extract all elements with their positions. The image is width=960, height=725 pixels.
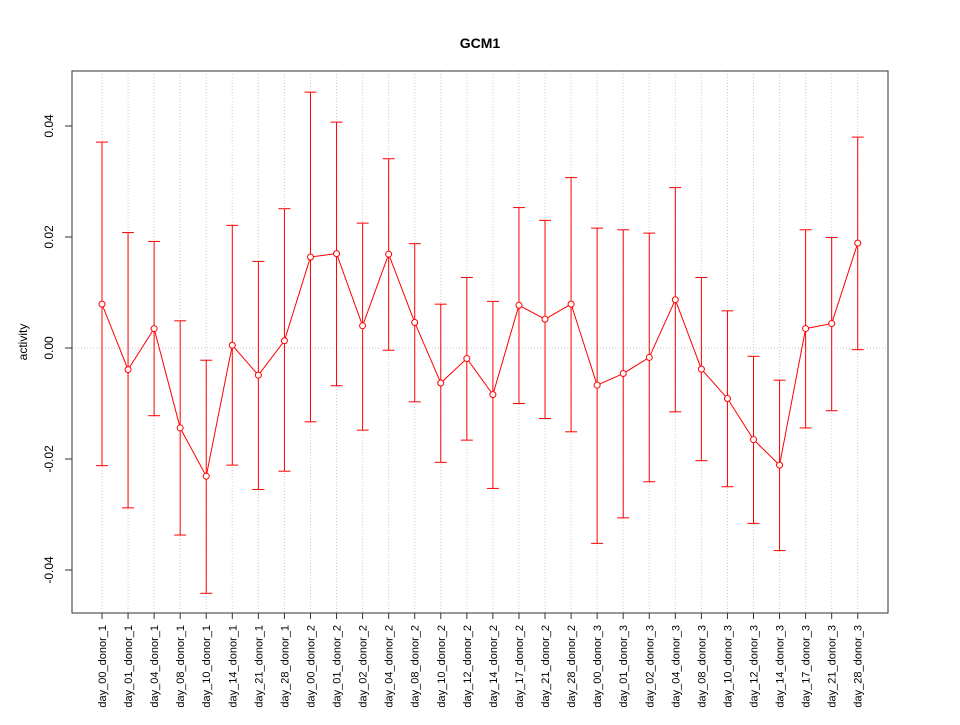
data-point xyxy=(359,322,367,330)
data-point xyxy=(671,296,679,304)
data-point xyxy=(567,300,575,308)
data-point xyxy=(124,366,132,374)
data-point xyxy=(854,239,862,247)
grid-layer xyxy=(72,71,888,613)
data-point xyxy=(176,424,184,432)
data-point xyxy=(697,365,705,373)
data-point xyxy=(619,370,627,378)
y-tick-label: 0.04 xyxy=(42,114,56,138)
data-point xyxy=(98,300,106,308)
x-tick-label: day_04_donor_3 xyxy=(670,625,682,708)
data-point xyxy=(333,250,341,258)
x-tick-label: day_08_donor_1 xyxy=(175,625,187,708)
x-tick-label: day_28_donor_2 xyxy=(566,625,578,708)
x-tick-label: day_02_donor_2 xyxy=(358,625,370,708)
data-point xyxy=(828,320,836,328)
x-tick-label: day_01_donor_3 xyxy=(618,625,630,708)
data-point xyxy=(750,436,757,444)
x-tick-label: day_21_donor_1 xyxy=(253,625,265,708)
y-tick-label: -0.04 xyxy=(42,556,56,584)
data-point xyxy=(306,253,314,261)
data-point xyxy=(202,472,210,480)
data-point xyxy=(411,318,419,326)
x-tick-label: day_04_donor_1 xyxy=(149,625,161,708)
x-tick-label: day_10_donor_3 xyxy=(722,625,734,708)
x-tick-label: day_14_donor_3 xyxy=(775,625,787,708)
data-point xyxy=(150,325,158,333)
data-point xyxy=(593,381,601,389)
x-tick-label: day_28_donor_3 xyxy=(853,625,865,708)
data-point xyxy=(228,341,236,349)
data-point xyxy=(489,391,497,399)
x-tick-label: day_04_donor_2 xyxy=(384,625,396,708)
data-point xyxy=(254,371,262,379)
x-tick-label: day_21_donor_2 xyxy=(540,625,552,708)
x-tick-label: day_10_donor_2 xyxy=(436,625,448,708)
data-point xyxy=(280,337,288,345)
x-tick-label: day_00_donor_1 xyxy=(97,625,109,708)
y-tick-label: -0.02 xyxy=(42,445,56,473)
x-tick-label: day_08_donor_3 xyxy=(696,625,708,708)
data-point xyxy=(723,395,731,403)
x-tick-label: day_02_donor_3 xyxy=(644,625,656,708)
x-tick-label: day_01_donor_2 xyxy=(332,625,344,708)
x-tick-label: day_01_donor_1 xyxy=(123,625,135,708)
data-point xyxy=(515,301,523,309)
x-tick-label: day_12_donor_2 xyxy=(462,625,474,708)
x-tick-label: day_17_donor_2 xyxy=(514,625,526,708)
x-tick-label: day_00_donor_2 xyxy=(305,625,317,708)
x-tick-label: day_17_donor_3 xyxy=(801,625,813,708)
y-tick-label: 0.02 xyxy=(42,225,56,249)
series-layer xyxy=(96,91,864,594)
x-tick-label: day_21_donor_3 xyxy=(827,625,839,708)
x-tick-label: day_12_donor_3 xyxy=(749,625,761,708)
data-point xyxy=(385,250,393,258)
y-axis-label: activity xyxy=(16,324,30,361)
x-tick-label: day_08_donor_2 xyxy=(410,625,422,708)
data-point xyxy=(541,315,549,323)
data-point xyxy=(645,353,653,361)
plot-frame xyxy=(71,70,889,614)
data-point xyxy=(463,355,471,363)
y-tick-label: 0.00 xyxy=(42,336,56,360)
x-tick-label: day_14_donor_2 xyxy=(488,625,500,708)
x-tick-label: day_28_donor_1 xyxy=(279,625,291,708)
series-line xyxy=(101,242,859,478)
axes-layer: -0.04 -0.02 0.00 0.02 0.04 day_00_donor_1 day_… xyxy=(42,114,865,708)
data-point xyxy=(776,461,784,469)
data-point xyxy=(802,325,810,333)
x-tick-label: day_00_donor_3 xyxy=(592,625,604,708)
x-tick-label: day_14_donor_1 xyxy=(227,625,239,708)
chart-title: GCM1 xyxy=(460,35,501,51)
data-point xyxy=(437,379,445,387)
x-tick-label: day_10_donor_1 xyxy=(201,625,213,708)
